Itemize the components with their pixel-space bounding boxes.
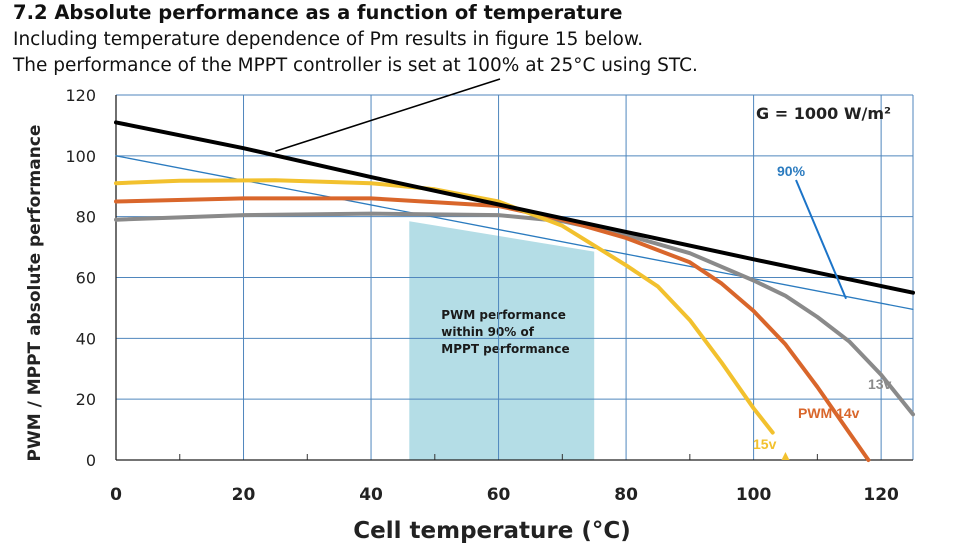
x-tick-label: 80 [614,485,638,505]
region-text-line: within 90% of [441,325,534,339]
series-line-pwm14 [114,196,871,462]
y-tick-label: 60 [76,269,96,288]
y-tick-label: 20 [76,390,96,409]
marker-15v [781,452,790,460]
series-label-15v: 15v [753,436,777,452]
pwm-region-layer: PWM performance within 90% of MPPT perform… [409,221,595,460]
region-text-line: PWM performance [441,308,566,322]
pwm-region [409,221,595,460]
series-line-mppt [114,120,915,295]
y-tick-label: 120 [65,86,96,105]
x-tick-label: 0 [110,485,122,505]
series-line-pwm15 [114,178,775,435]
y-tick-label: 100 [65,147,96,166]
series-label-90pct: 90% [777,163,806,179]
x-tick-label: 120 [863,485,899,505]
series-line-pwm13 [114,211,915,417]
pointer-line-mppt [275,78,501,153]
description-line-2: The performance of the MPPT controller i… [13,55,698,76]
pointer-line-90pct [795,179,847,300]
y-axis-label: PWM / MPPT absolute performance [25,125,45,462]
series-layer [114,120,915,462]
x-tick-label: 20 [232,485,256,505]
y-tick-label: 80 [76,208,96,227]
x-tick-label: 60 [487,485,511,505]
series-label-pwm-14v: PWM 14v [798,405,860,421]
x-tick-label: 40 [359,485,383,505]
x-axis-label: Cell temperature (°C) [353,518,630,544]
y-tick-label: 40 [76,329,96,348]
x-tick-label: 100 [736,485,772,505]
section-heading: 7.2 Absolute performance as a function o… [13,1,623,24]
region-text-line: MPPT performance [441,342,569,356]
description-line-1: Including temperature dependence of Pm r… [13,29,644,50]
annotation-layer [275,78,847,460]
series-label-13v: 13v [868,376,892,392]
irradiance-label: G = 1000 W/m² [756,104,891,123]
y-tick-label: 0 [86,451,96,470]
